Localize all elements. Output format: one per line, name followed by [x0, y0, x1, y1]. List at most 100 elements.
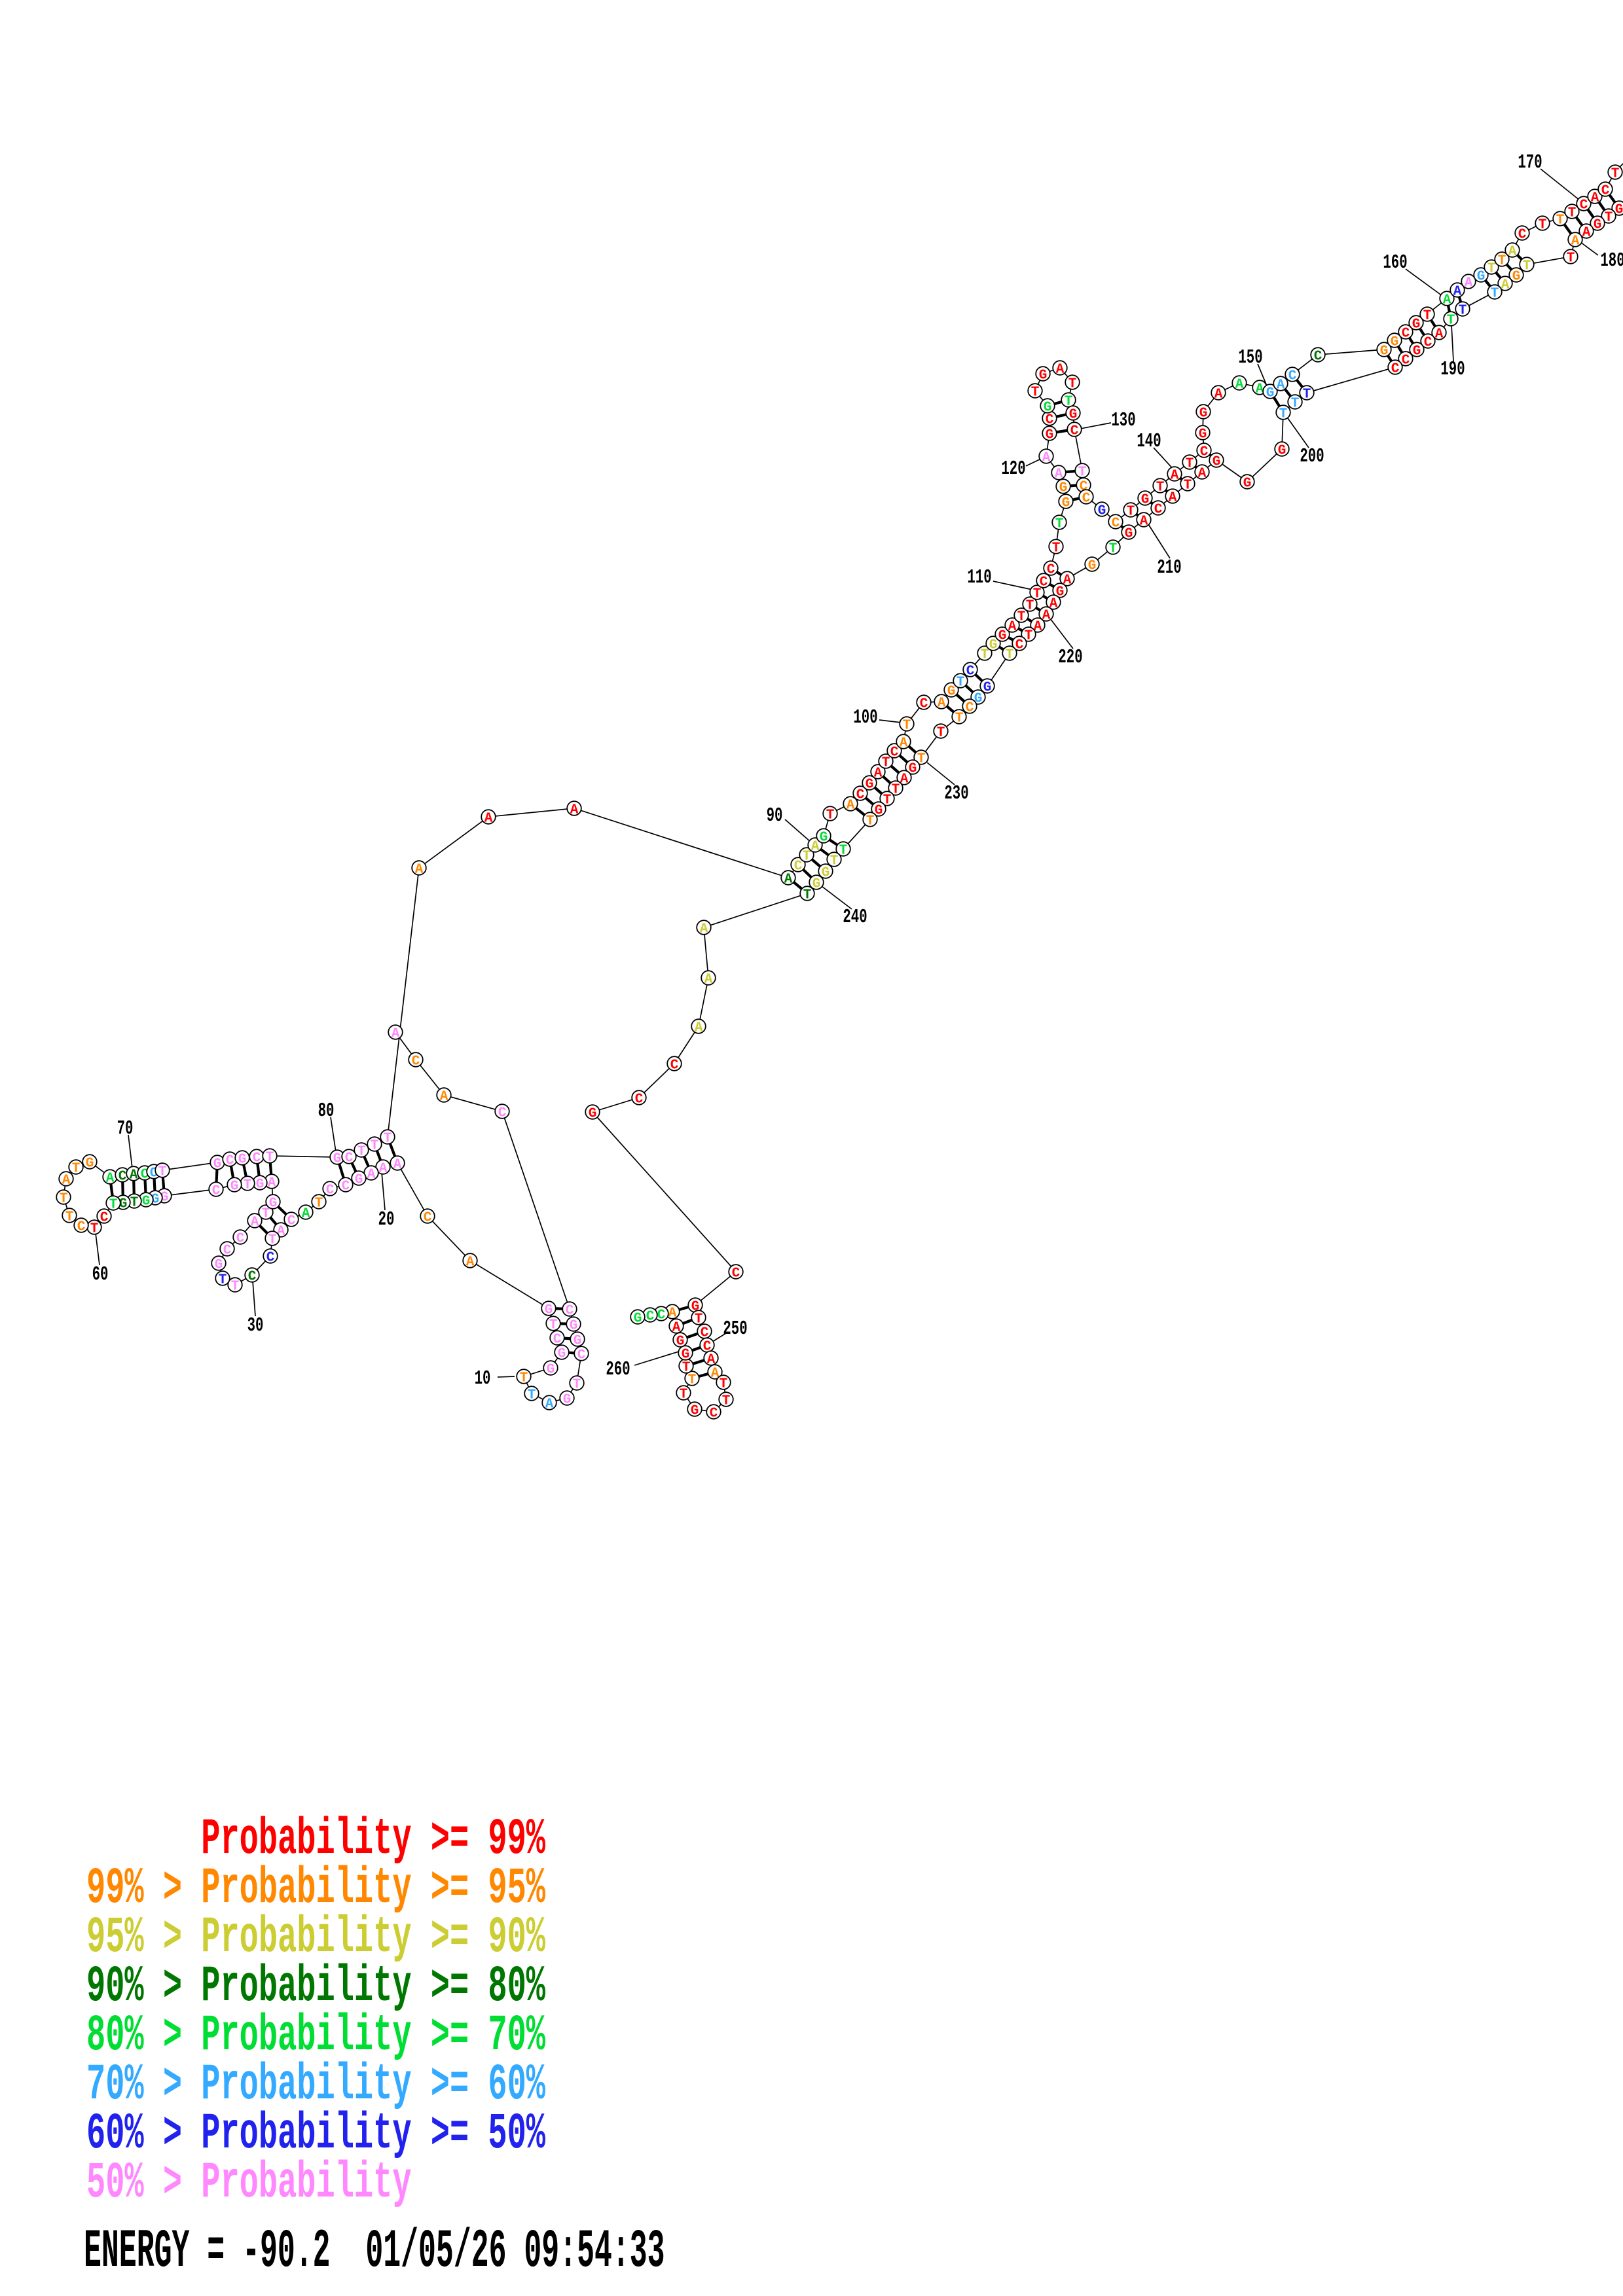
nucleotide-letter: A	[570, 803, 579, 818]
nucleotide-letter: C	[577, 1348, 586, 1363]
nucleotide-circle	[716, 1374, 731, 1390]
nucleotide-letter: A	[545, 1397, 554, 1412]
nucleotide-letter: A	[379, 1162, 388, 1177]
nucleotide-letter: T	[109, 1198, 118, 1213]
nucleotide-letter: G	[151, 1193, 160, 1208]
nucleotide-circle	[1299, 385, 1315, 401]
nucleotide-letter: T	[1033, 587, 1042, 602]
nucleotide-circle	[543, 1360, 558, 1376]
nucleotide-letter: A	[900, 736, 908, 751]
nucleotide-letter: G	[1141, 493, 1150, 508]
label-leader-line	[1049, 618, 1074, 649]
nucleotide-letter: C	[1082, 492, 1091, 507]
nucleotide-letter: T	[1186, 457, 1194, 472]
nucleotide-circle	[96, 1208, 112, 1224]
nucleotide-letter: T	[60, 1192, 68, 1207]
nucleotide-circle	[703, 1350, 719, 1366]
nucleotide-circle	[58, 1171, 74, 1187]
nucleotide-circle	[1409, 342, 1425, 357]
nucleotide-circle	[1152, 478, 1168, 493]
nucleotide-letter: A	[1256, 382, 1264, 397]
nucleotide-circle	[1508, 267, 1524, 283]
nucleotide-letter: T	[384, 1132, 392, 1147]
nucleotide-circle	[843, 796, 858, 812]
nucleotide-circle	[1473, 267, 1489, 283]
nucleotide-circle	[728, 1264, 744, 1280]
nucleotide-circle	[1094, 501, 1110, 517]
nucleotide-circle	[227, 1177, 242, 1193]
nucleotide-letter: C	[1047, 563, 1055, 578]
nucleotide-letter: C	[1424, 336, 1432, 351]
nucleotide-letter: T	[957, 675, 965, 691]
nucleotide-circle	[388, 1024, 403, 1040]
nucleotide-letter: C	[920, 697, 928, 712]
nucleotide-circle	[1051, 465, 1067, 480]
nucleotide-letter: A	[1049, 597, 1058, 612]
legend-entry-1: Probability >= 99%	[86, 1811, 545, 1869]
nucleotide-circle	[1398, 351, 1413, 367]
nucleotide-circle	[899, 716, 915, 732]
nucleotide-circle	[1590, 215, 1605, 231]
label-leader-line	[821, 886, 852, 910]
nucleotide-letter: G	[812, 877, 821, 892]
legend-entry-3: 95% > Probability >= 90%	[86, 1909, 545, 1967]
nucleotide-letter: A	[466, 1255, 475, 1270]
nucleotide-circle	[678, 1345, 693, 1361]
nucleotide-circle	[420, 1208, 435, 1224]
nucleotide-circle	[262, 1148, 278, 1164]
nucleotide-circle	[862, 775, 877, 791]
nucleotide-letter: C	[1200, 445, 1209, 460]
nucleotide-circle	[862, 812, 878, 827]
nucleotide-letter: A	[1008, 620, 1017, 635]
nucleotide-letter: A	[440, 1090, 448, 1105]
energy-status-line: ENERGY = -90.2 01/05/26 09:54:33	[84, 2221, 665, 2282]
nucleotide-circle	[263, 1248, 278, 1264]
nucleotide-letter: C	[266, 1251, 275, 1266]
nucleotide-circle	[871, 801, 886, 817]
nucleotide-circle	[888, 780, 903, 796]
nucleotide-letter: A	[1055, 467, 1063, 482]
label-leader-line	[1580, 242, 1599, 256]
nucleotide-circle	[1084, 556, 1100, 572]
nucleotide-circle	[1239, 474, 1255, 490]
nucleotide-letter: C	[226, 1154, 234, 1169]
nucleotide-letter: G	[820, 831, 828, 846]
position-label-100: 100	[853, 706, 877, 729]
nucleotide-circle	[227, 1277, 243, 1293]
nucleotide-letter: C	[966, 664, 975, 679]
nucleotide-circle	[1552, 211, 1568, 226]
position-label-60: 60	[92, 1263, 109, 1286]
nucleotide-circle	[1042, 425, 1057, 441]
nucleotide-letter: A	[811, 840, 820, 855]
nucleotide-circle	[1136, 512, 1152, 528]
nucleotide-circle	[1285, 367, 1300, 382]
label-leader-line	[252, 1280, 256, 1317]
nucleotide-circle	[1455, 301, 1470, 317]
nucleotide-letter: G	[570, 1319, 578, 1334]
nucleotide-letter: G	[909, 762, 917, 777]
nucleotide-letter: A	[106, 1172, 115, 1187]
nucleotide-letter: G	[1512, 270, 1521, 285]
nucleotide-circle	[905, 759, 921, 775]
nucleotide-letter: G	[1088, 559, 1097, 574]
nucleotide-letter: T	[1303, 387, 1311, 403]
nucleotide-circle	[870, 764, 886, 780]
nucleotide-circle	[1036, 573, 1051, 588]
nucleotide-letter: C	[566, 1304, 574, 1319]
nucleotide-letter: G	[1062, 496, 1070, 511]
nucleotide-circle	[1004, 617, 1020, 633]
nucleotide-letter: G	[691, 1404, 699, 1419]
nucleotide-letter: A	[1582, 226, 1591, 241]
nucleotide-circle	[934, 694, 949, 709]
nucleotide-circle	[298, 1204, 314, 1220]
nucleotide-letter: G	[1044, 401, 1052, 416]
nucleotide-letter: A	[251, 1215, 259, 1230]
nucleotide-circle	[1046, 594, 1061, 610]
nucleotide-circle	[1038, 448, 1054, 464]
nucleotide-circle	[943, 682, 959, 698]
nucleotide-circle	[1195, 404, 1211, 420]
position-label-260: 260	[606, 1358, 630, 1381]
nucleotide-circle	[1564, 204, 1580, 219]
nucleotide-letter: C	[1112, 516, 1120, 531]
nucleotide-circle	[687, 1401, 702, 1417]
